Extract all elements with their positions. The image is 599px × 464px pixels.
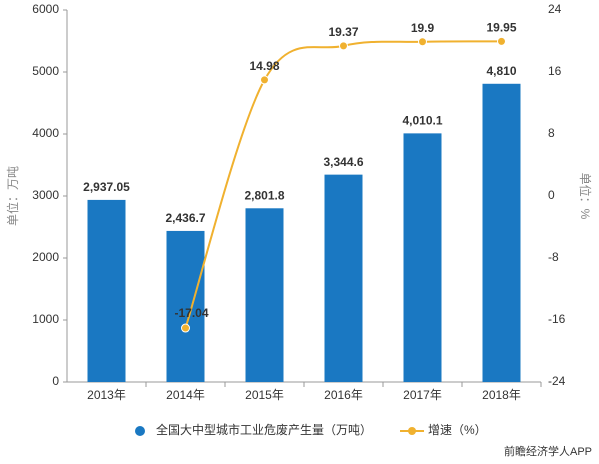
line-value-label: 19.9: [411, 21, 435, 35]
bar: [166, 230, 205, 382]
y2-tick-label: -16: [548, 312, 566, 326]
line-point: [260, 75, 269, 85]
y2-axis-label: 单位：%: [578, 173, 593, 220]
bar: [403, 133, 442, 382]
y2-tick-label: -8: [548, 250, 559, 264]
bar-value-label: 2,937.05: [83, 180, 130, 194]
y2-tick-label: 8: [548, 126, 555, 140]
bar: [324, 174, 363, 382]
legend-label: 全国大中型城市工业危废产生量（万吨）: [156, 422, 372, 437]
line-point: [497, 36, 506, 46]
line-value-label: -17.04: [174, 306, 208, 320]
line-value-label: 14.98: [249, 59, 279, 73]
y2-tick-label: -24: [548, 374, 566, 388]
bar: [482, 83, 521, 382]
x-tick-label: 2016年: [324, 388, 363, 402]
bar-value-label: 4,810: [486, 64, 516, 78]
line: [184, 40, 502, 329]
y2-tick-label: 24: [548, 2, 562, 16]
source: 前瞻经济学人APP: [504, 444, 592, 458]
x-tick-label: 2015年: [245, 388, 284, 402]
x-tick-label: 2017年: [403, 388, 442, 402]
y-tick-label: 0: [52, 374, 59, 388]
line-point: [339, 41, 348, 51]
legend-label: 增速（%）: [428, 423, 487, 437]
line-value-label: 19.95: [486, 21, 516, 35]
y-tick-label: 6000: [32, 2, 59, 16]
bar-value-label: 4,010.1: [402, 114, 442, 128]
x-tick-label: 2018年: [482, 388, 521, 402]
bar-value-label: 2,436.7: [165, 211, 205, 225]
line-point: [181, 323, 190, 333]
x-tick-label: 2013年: [87, 388, 126, 402]
bar-value-label: 2,801.8: [244, 188, 284, 202]
y-tick-label: 1000: [32, 312, 59, 326]
y-tick-label: 4000: [32, 126, 59, 140]
y-axis-label: 单位：万吨: [5, 166, 20, 226]
bar-value-label: 3,344.6: [323, 155, 363, 169]
legend-swatch: [135, 426, 145, 436]
line-value-label: 19.37: [328, 25, 358, 39]
y-tick-label: 3000: [32, 188, 59, 202]
y2-tick-label: 0: [548, 188, 555, 202]
y-tick-label: 2000: [32, 250, 59, 264]
line-point: [418, 37, 427, 47]
y2-tick-label: 16: [548, 64, 562, 78]
x-tick-label: 2014年: [166, 388, 205, 402]
y-tick-label: 5000: [32, 64, 59, 78]
legend-swatch: [408, 427, 417, 435]
bar: [87, 199, 126, 382]
bar: [245, 208, 284, 382]
